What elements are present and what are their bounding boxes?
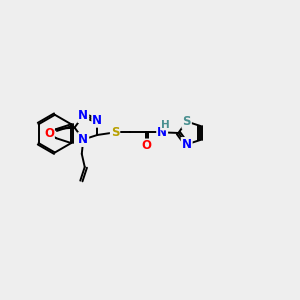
Text: N: N bbox=[182, 138, 192, 151]
Text: H: H bbox=[161, 119, 170, 130]
Text: N: N bbox=[78, 133, 88, 146]
Text: N: N bbox=[157, 126, 167, 139]
Text: S: S bbox=[182, 115, 191, 128]
Text: O: O bbox=[44, 127, 54, 140]
Text: S: S bbox=[111, 126, 119, 139]
Text: N: N bbox=[92, 114, 102, 127]
Text: N: N bbox=[78, 109, 88, 122]
Text: O: O bbox=[141, 140, 151, 152]
